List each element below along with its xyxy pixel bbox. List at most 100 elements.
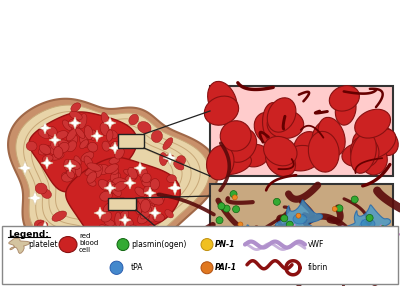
Ellipse shape bbox=[283, 146, 320, 171]
Polygon shape bbox=[119, 214, 131, 226]
Ellipse shape bbox=[58, 142, 69, 153]
Text: plasmin(ogen): plasmin(ogen) bbox=[131, 240, 186, 249]
Ellipse shape bbox=[99, 225, 109, 234]
Ellipse shape bbox=[163, 138, 173, 150]
Circle shape bbox=[238, 222, 243, 227]
Ellipse shape bbox=[109, 157, 120, 164]
Circle shape bbox=[252, 261, 257, 266]
Ellipse shape bbox=[312, 120, 338, 153]
Ellipse shape bbox=[214, 153, 252, 175]
Circle shape bbox=[358, 259, 366, 267]
Circle shape bbox=[366, 214, 373, 221]
Ellipse shape bbox=[110, 142, 120, 150]
Ellipse shape bbox=[140, 199, 150, 212]
Ellipse shape bbox=[116, 237, 125, 247]
Ellipse shape bbox=[84, 126, 93, 140]
Bar bbox=[108, 198, 136, 210]
Ellipse shape bbox=[58, 140, 70, 149]
Ellipse shape bbox=[155, 193, 165, 203]
Ellipse shape bbox=[116, 241, 126, 251]
Polygon shape bbox=[69, 117, 81, 129]
Ellipse shape bbox=[110, 202, 118, 211]
Ellipse shape bbox=[87, 172, 97, 183]
Ellipse shape bbox=[352, 130, 387, 167]
Ellipse shape bbox=[128, 225, 139, 234]
Ellipse shape bbox=[88, 142, 98, 152]
Ellipse shape bbox=[140, 174, 151, 184]
Polygon shape bbox=[149, 207, 161, 219]
Ellipse shape bbox=[103, 202, 113, 212]
Ellipse shape bbox=[240, 144, 268, 167]
Ellipse shape bbox=[361, 219, 375, 229]
Ellipse shape bbox=[64, 159, 72, 172]
Ellipse shape bbox=[104, 219, 114, 226]
Ellipse shape bbox=[68, 160, 80, 169]
Ellipse shape bbox=[84, 156, 93, 169]
Circle shape bbox=[254, 226, 259, 231]
Polygon shape bbox=[138, 231, 152, 245]
Ellipse shape bbox=[62, 172, 73, 180]
Ellipse shape bbox=[74, 156, 81, 166]
Ellipse shape bbox=[142, 173, 151, 183]
Ellipse shape bbox=[114, 181, 127, 191]
Ellipse shape bbox=[87, 163, 101, 171]
Ellipse shape bbox=[105, 164, 118, 174]
Ellipse shape bbox=[293, 214, 307, 224]
Ellipse shape bbox=[38, 146, 50, 155]
Ellipse shape bbox=[350, 136, 379, 167]
Ellipse shape bbox=[49, 132, 58, 140]
Circle shape bbox=[201, 239, 213, 251]
Ellipse shape bbox=[160, 152, 167, 166]
Bar bbox=[210, 184, 393, 274]
Polygon shape bbox=[104, 117, 116, 129]
Polygon shape bbox=[39, 124, 182, 235]
Ellipse shape bbox=[220, 121, 251, 151]
Ellipse shape bbox=[115, 212, 121, 227]
Polygon shape bbox=[108, 243, 122, 257]
Ellipse shape bbox=[138, 212, 150, 224]
Ellipse shape bbox=[70, 111, 82, 120]
Text: platelet: platelet bbox=[28, 240, 58, 249]
Circle shape bbox=[201, 262, 213, 274]
Ellipse shape bbox=[128, 226, 136, 236]
Circle shape bbox=[281, 215, 288, 222]
Text: Legend:: Legend: bbox=[8, 230, 49, 239]
Ellipse shape bbox=[151, 130, 162, 142]
Ellipse shape bbox=[113, 198, 124, 210]
Ellipse shape bbox=[342, 143, 375, 166]
Polygon shape bbox=[38, 221, 52, 235]
Ellipse shape bbox=[142, 205, 155, 215]
Ellipse shape bbox=[109, 165, 118, 174]
Polygon shape bbox=[64, 160, 76, 172]
Circle shape bbox=[351, 196, 358, 203]
Circle shape bbox=[274, 240, 281, 247]
Polygon shape bbox=[24, 112, 200, 248]
Ellipse shape bbox=[128, 167, 138, 179]
Ellipse shape bbox=[167, 175, 176, 183]
Circle shape bbox=[286, 221, 293, 228]
Ellipse shape bbox=[318, 117, 345, 156]
Circle shape bbox=[117, 239, 129, 251]
Ellipse shape bbox=[38, 130, 50, 139]
Circle shape bbox=[266, 251, 271, 257]
Ellipse shape bbox=[62, 173, 73, 182]
Ellipse shape bbox=[137, 167, 148, 178]
Ellipse shape bbox=[101, 212, 112, 222]
Ellipse shape bbox=[355, 109, 390, 138]
Polygon shape bbox=[39, 122, 51, 134]
Ellipse shape bbox=[98, 179, 111, 191]
Polygon shape bbox=[31, 118, 191, 241]
Polygon shape bbox=[168, 181, 182, 195]
Ellipse shape bbox=[90, 239, 104, 247]
Ellipse shape bbox=[37, 222, 48, 231]
Ellipse shape bbox=[206, 145, 234, 180]
Ellipse shape bbox=[35, 183, 47, 194]
Ellipse shape bbox=[80, 140, 88, 149]
Polygon shape bbox=[29, 112, 137, 192]
Text: PAI-1: PAI-1 bbox=[215, 263, 237, 272]
Ellipse shape bbox=[75, 163, 82, 177]
Ellipse shape bbox=[124, 169, 137, 177]
Bar bbox=[210, 86, 393, 176]
Ellipse shape bbox=[101, 112, 110, 127]
Ellipse shape bbox=[208, 82, 237, 122]
